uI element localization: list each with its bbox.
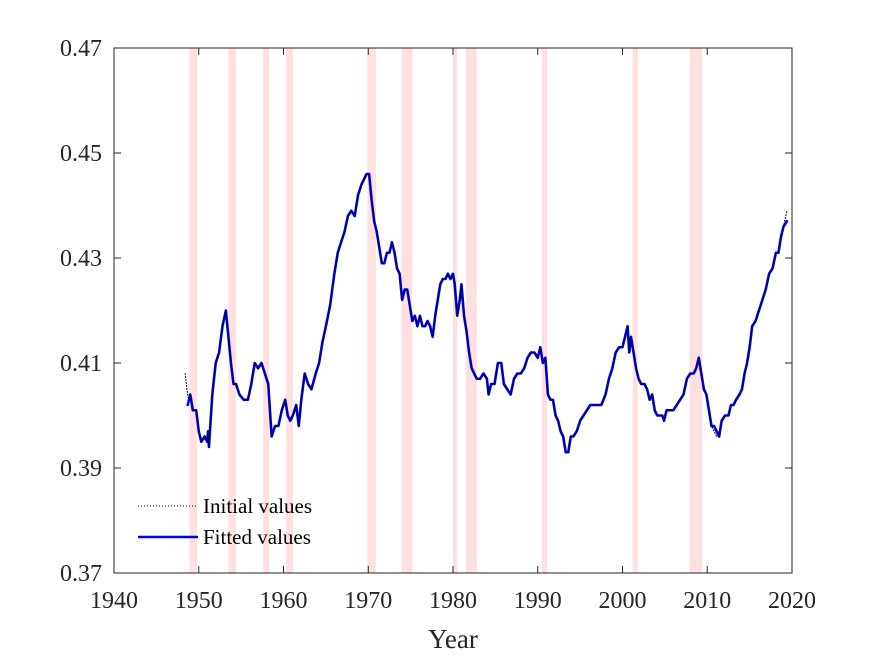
x-tick-label: 1980 xyxy=(429,588,477,614)
y-tick-label: 0.47 xyxy=(60,36,102,62)
axis-ticks: 1940 1950 1960 1970 1980 1990 2000 2010 2020 0.37… xyxy=(60,36,816,614)
x-axis-title: Year xyxy=(428,624,478,654)
x-tick-label: 2010 xyxy=(683,588,731,614)
x-tick-label: 1940 xyxy=(90,588,138,614)
legend: Initial values Fitted values xyxy=(138,494,312,549)
shaded-periods xyxy=(189,48,703,573)
x-tick-label: 1950 xyxy=(175,588,223,614)
shaded-period-2 xyxy=(263,48,270,573)
y-tick-label: 0.41 xyxy=(60,351,102,377)
shaded-period-5 xyxy=(401,48,413,573)
x-tick-label: 2000 xyxy=(599,588,647,614)
y-tick-label: 0.39 xyxy=(60,456,102,482)
shaded-period-3 xyxy=(286,48,293,573)
x-tick-label: 1990 xyxy=(514,588,562,614)
y-tick-label: 0.43 xyxy=(60,246,102,272)
series-line-initial-values xyxy=(184,173,788,453)
shaded-period-1 xyxy=(228,48,237,573)
x-tick-label: 1970 xyxy=(344,588,392,614)
shaded-period-4 xyxy=(367,48,376,573)
y-tick-label: 0.45 xyxy=(60,141,102,167)
legend-label-fitted-values: Fitted values xyxy=(203,525,311,549)
shaded-period-6 xyxy=(453,48,458,573)
shaded-period-9 xyxy=(632,48,638,573)
x-tick-label: 1960 xyxy=(260,588,308,614)
legend-label-initial-values: Initial values xyxy=(203,494,312,518)
y-tick-label: 0.37 xyxy=(60,561,102,587)
shaded-period-8 xyxy=(541,48,548,573)
shaded-period-10 xyxy=(689,48,703,573)
series-lines xyxy=(184,172,789,454)
shaded-period-0 xyxy=(189,48,198,573)
x-tick-label: 2020 xyxy=(768,588,816,614)
shaded-period-7 xyxy=(465,48,477,573)
